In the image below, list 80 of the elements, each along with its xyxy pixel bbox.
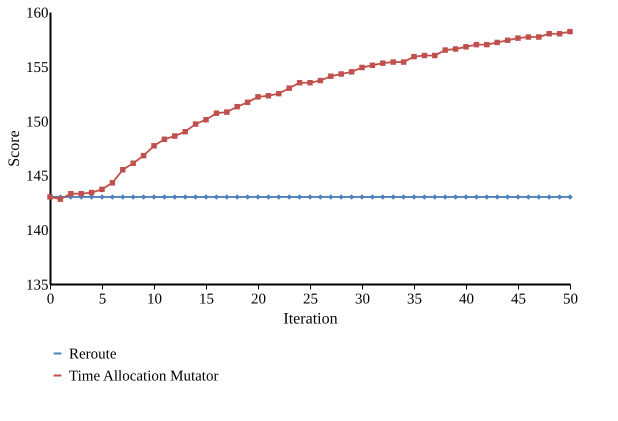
point bbox=[348, 69, 354, 75]
point bbox=[99, 194, 105, 200]
x-tick-label: 10 bbox=[147, 292, 162, 308]
point bbox=[515, 35, 521, 41]
point bbox=[556, 31, 562, 36]
x-tick-label: 15 bbox=[199, 292, 214, 308]
point bbox=[192, 121, 198, 127]
point bbox=[411, 194, 417, 200]
point bbox=[162, 136, 168, 142]
point bbox=[276, 90, 282, 96]
point bbox=[110, 180, 116, 186]
point bbox=[307, 80, 313, 86]
point bbox=[151, 143, 157, 149]
point bbox=[182, 128, 188, 134]
point bbox=[546, 31, 552, 36]
point bbox=[526, 34, 532, 40]
point bbox=[515, 194, 521, 200]
point bbox=[328, 73, 334, 79]
y-tick-label: 135 bbox=[26, 278, 48, 294]
point bbox=[266, 93, 272, 99]
x-axis-title: Iteration bbox=[283, 310, 338, 328]
point bbox=[474, 42, 480, 48]
point bbox=[151, 194, 157, 200]
point bbox=[286, 85, 292, 91]
y-tick-label: 155 bbox=[26, 60, 48, 76]
y-tick-label: 140 bbox=[26, 223, 48, 240]
point bbox=[307, 194, 313, 200]
point bbox=[203, 116, 209, 122]
y-tick-label: 150 bbox=[26, 114, 48, 130]
point bbox=[296, 80, 302, 86]
point bbox=[452, 46, 458, 52]
point bbox=[400, 59, 406, 65]
point bbox=[255, 194, 261, 200]
y-axis-title: Score bbox=[6, 130, 23, 167]
point bbox=[234, 104, 240, 110]
point bbox=[422, 52, 428, 58]
point bbox=[536, 34, 542, 40]
x-tick-label: 20 bbox=[251, 292, 266, 308]
point bbox=[318, 78, 324, 84]
point bbox=[338, 71, 344, 77]
legend-label: Reroute bbox=[69, 346, 117, 362]
point bbox=[380, 60, 386, 66]
point bbox=[504, 38, 510, 44]
point bbox=[78, 190, 84, 196]
point bbox=[203, 194, 209, 200]
point bbox=[172, 133, 178, 139]
x-tick-label: 0 bbox=[46, 292, 54, 308]
point bbox=[120, 167, 126, 172]
y-tick-label: 145 bbox=[26, 168, 48, 185]
point bbox=[390, 59, 396, 65]
point bbox=[432, 52, 438, 58]
point bbox=[359, 64, 365, 70]
point bbox=[99, 186, 105, 192]
legend-label: Time Allocation Mutator bbox=[69, 368, 218, 384]
point bbox=[68, 190, 74, 196]
point bbox=[567, 194, 573, 200]
point bbox=[244, 100, 250, 106]
point bbox=[140, 152, 146, 158]
point bbox=[484, 42, 490, 48]
point bbox=[370, 62, 376, 68]
point bbox=[567, 28, 573, 34]
x-tick-label: 50 bbox=[563, 292, 578, 308]
point bbox=[255, 94, 261, 100]
y-tick-label: 160 bbox=[26, 6, 48, 22]
point bbox=[411, 54, 417, 60]
point bbox=[463, 44, 469, 50]
point bbox=[494, 40, 500, 46]
point bbox=[224, 109, 230, 115]
x-tick-label: 5 bbox=[98, 292, 106, 308]
x-tick-label: 35 bbox=[407, 292, 422, 308]
x-tick-label: 25 bbox=[303, 292, 318, 308]
x-tick-label: 30 bbox=[355, 292, 370, 308]
x-tick-label: 40 bbox=[459, 292, 474, 308]
point bbox=[130, 160, 136, 166]
point bbox=[463, 194, 469, 200]
point bbox=[359, 194, 365, 200]
point bbox=[214, 110, 220, 116]
point bbox=[88, 190, 94, 196]
point bbox=[442, 47, 448, 53]
x-tick-label: 45 bbox=[511, 292, 526, 308]
